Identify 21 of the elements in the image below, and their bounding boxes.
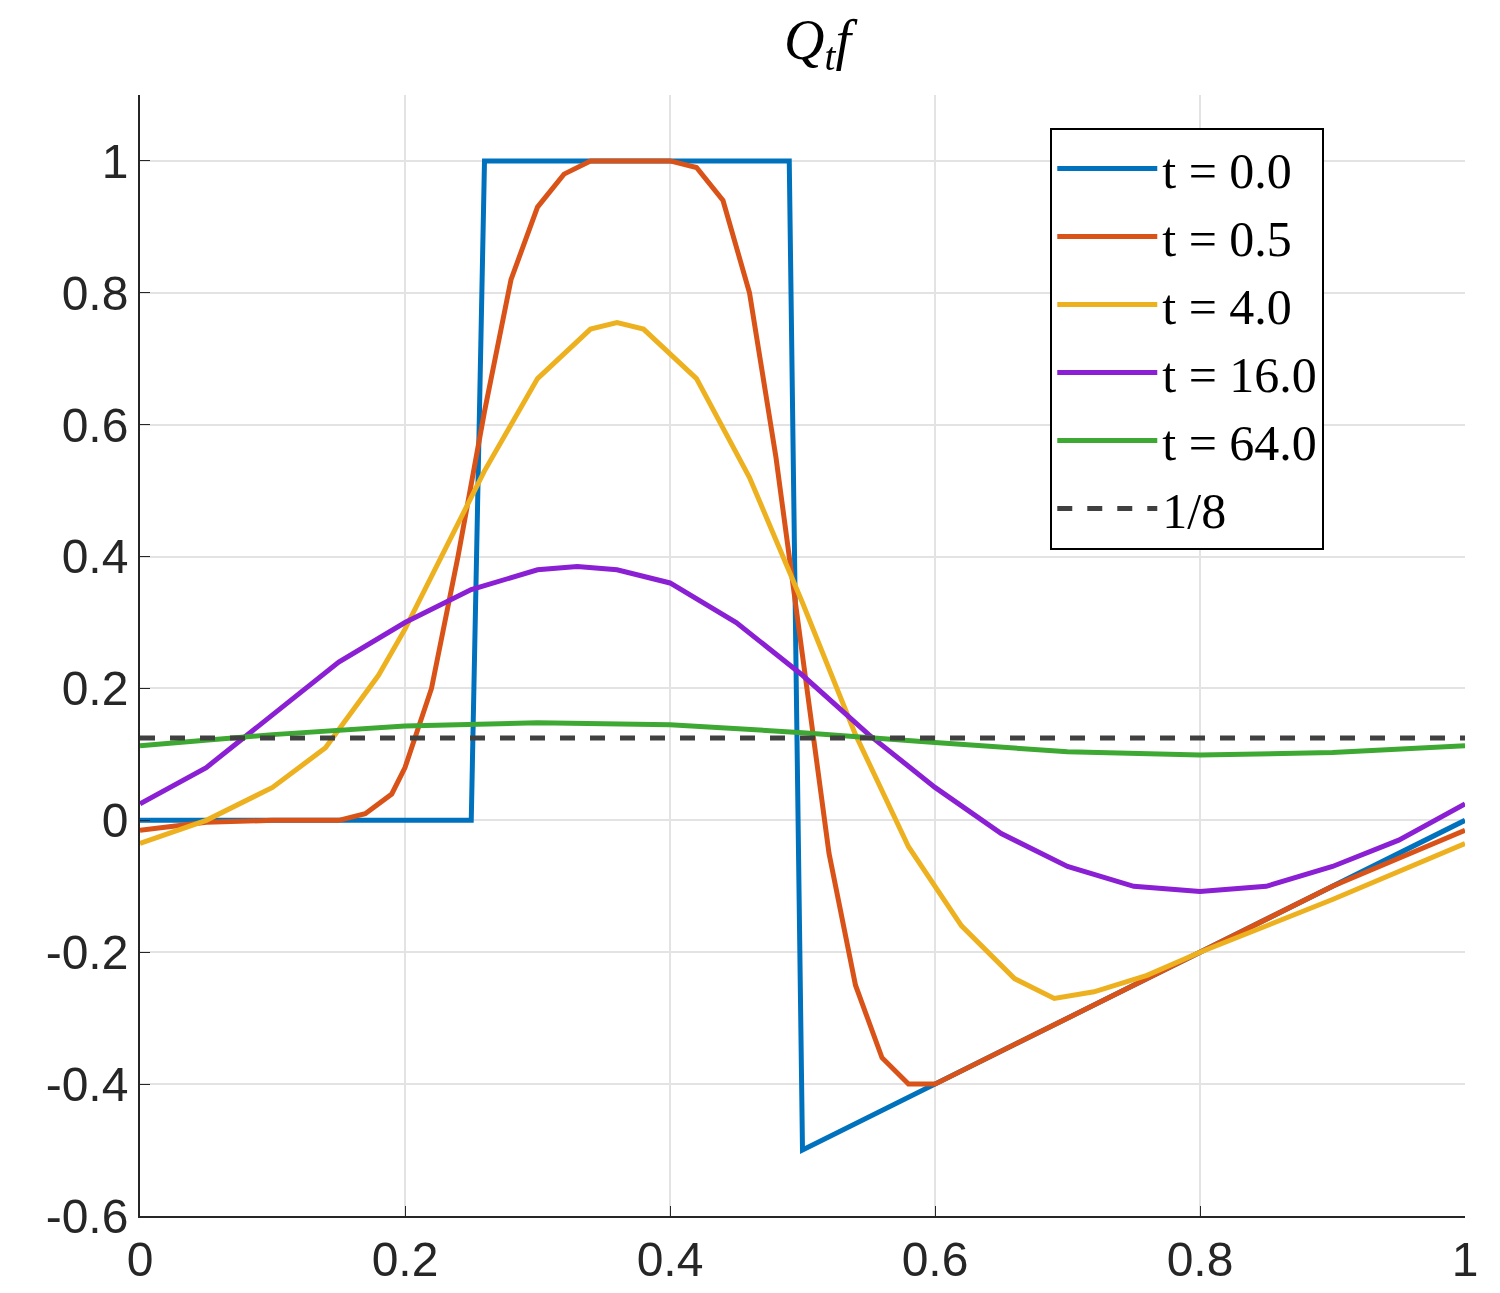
legend-label: 1/8 [1162, 483, 1227, 540]
legend-label: t = 64.0 [1162, 415, 1317, 472]
y-tick-label: 0 [101, 794, 129, 848]
legend-label: t = 0.5 [1162, 211, 1292, 268]
y-tick-label: 0.6 [61, 398, 129, 452]
x-tick-label: 1 [1451, 1232, 1479, 1286]
y-tick-label: -0.2 [45, 926, 129, 980]
y-tick-label: -0.4 [45, 1057, 129, 1111]
x-tick-label: 0.2 [371, 1232, 439, 1286]
y-tick-label: 0.2 [61, 662, 129, 716]
y-tick-label: 0.4 [61, 530, 129, 584]
x-tick-label: 0.8 [1166, 1232, 1234, 1286]
y-tick-label: -0.6 [45, 1189, 129, 1243]
x-tick-label: 0.4 [636, 1232, 704, 1286]
legend-label: t = 16.0 [1162, 347, 1317, 404]
y-tick-label: 1 [101, 134, 129, 188]
legend-label: t = 4.0 [1162, 279, 1292, 336]
chart-title: Q$_{t}$f [784, 8, 859, 79]
legend-label: t = 0.0 [1162, 143, 1292, 200]
x-tick-label: 0.6 [901, 1232, 969, 1286]
y-tick-label: 0.8 [61, 266, 129, 320]
